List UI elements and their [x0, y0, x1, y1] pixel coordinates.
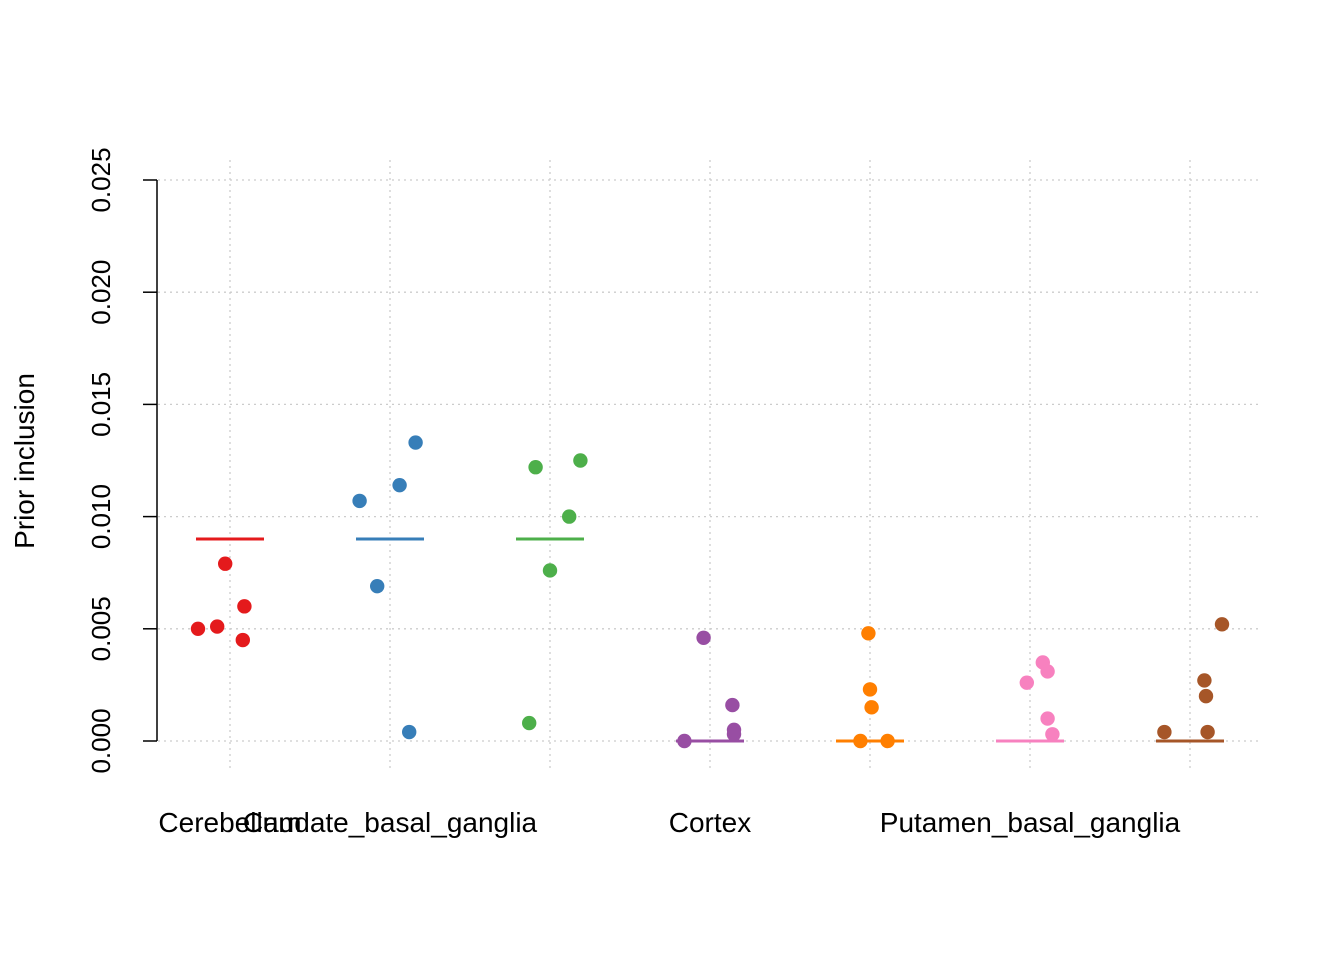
- data-point-1-2: [392, 477, 407, 493]
- data-point-6-3: [1157, 724, 1172, 740]
- data-points: [190, 435, 1230, 749]
- x-category-label-3: Cortex: [669, 807, 751, 838]
- data-point-3-3: [726, 727, 742, 742]
- data-point-3-0: [696, 630, 711, 645]
- grid-lines: [158, 160, 1262, 768]
- x-category-label-1: Caudate_basal_ganglia: [243, 807, 538, 838]
- x-category-label-0: Cerebellum: [158, 807, 301, 838]
- x-category-label-5: Putamen_basal_ganglia: [880, 807, 1181, 838]
- data-point-2-3: [542, 563, 558, 578]
- data-point-2-0: [528, 460, 543, 475]
- y-tick-label-2: 0.010: [86, 484, 116, 549]
- data-point-2-1: [573, 453, 588, 468]
- data-point-0-1: [210, 619, 225, 634]
- y-tick-label-5: 0.025: [86, 147, 116, 212]
- y-tick-label-0: 0.000: [86, 708, 116, 773]
- data-point-0-3: [237, 599, 252, 614]
- y-axis-title: Prior inclusion: [9, 373, 40, 549]
- data-point-6-0: [1214, 617, 1230, 632]
- data-point-1-3: [408, 435, 423, 450]
- y-axis: 0.000 0.005 0.010 0.015 0.020 0.025: [86, 147, 158, 774]
- data-point-4-4: [880, 733, 895, 749]
- data-point-1-4: [402, 724, 417, 740]
- data-point-1-1: [370, 578, 385, 594]
- data-point-0-4: [235, 632, 250, 648]
- y-tick-label-1: 0.005: [86, 596, 116, 661]
- data-point-2-2: [562, 509, 577, 524]
- data-point-4-3: [853, 733, 868, 749]
- data-point-6-2: [1198, 688, 1214, 704]
- data-point-4-0: [861, 626, 876, 641]
- data-point-3-4: [677, 733, 692, 749]
- y-tick-label-4: 0.020: [86, 260, 116, 325]
- data-point-0-0: [190, 621, 206, 636]
- y-tick-label-3: 0.015: [86, 372, 116, 437]
- data-point-5-3: [1040, 711, 1055, 726]
- data-point-3-1: [725, 697, 740, 713]
- data-point-1-0: [352, 493, 367, 509]
- data-point-0-2: [218, 556, 233, 571]
- data-point-6-1: [1197, 673, 1212, 688]
- data-point-5-1: [1040, 664, 1055, 679]
- data-point-2-4: [522, 715, 537, 731]
- data-point-4-1: [862, 682, 878, 697]
- data-point-6-4: [1200, 724, 1215, 740]
- data-point-5-4: [1045, 727, 1060, 742]
- data-point-5-2: [1019, 675, 1034, 690]
- data-point-4-2: [864, 700, 879, 715]
